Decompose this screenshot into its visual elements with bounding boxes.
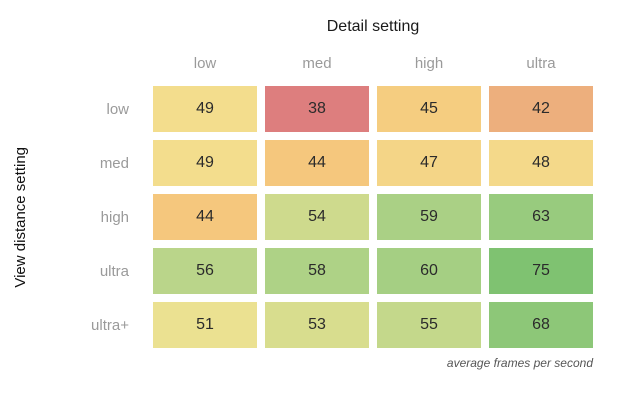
heatmap-grid: low med high ultra low 49 38 45 42 med 49 44 47 48 hig… <box>40 48 593 348</box>
heatmap-cell: 47 <box>377 140 481 186</box>
corner-spacer <box>40 48 145 78</box>
column-header: ultra <box>526 55 556 72</box>
heatmap-cell: 48 <box>489 140 593 186</box>
row-label: med <box>99 154 129 172</box>
heatmap-cell: 60 <box>377 248 481 294</box>
heatmap-cell: 75 <box>489 248 593 294</box>
heatmap-cell: 51 <box>153 302 257 348</box>
heatmap-cell: 63 <box>489 194 593 240</box>
heatmap-cell: 49 <box>153 86 257 132</box>
heatmap-cell: 55 <box>377 302 481 348</box>
column-header: low <box>193 55 217 72</box>
chart-title: Detail setting <box>326 18 420 35</box>
heatmap-cell: 58 <box>265 248 369 294</box>
chart-body: View distance setting low med high ultra low… <box>0 48 640 348</box>
heatmap-cell: 49 <box>153 140 257 186</box>
heatmap-cell: 53 <box>265 302 369 348</box>
column-header: high <box>414 55 444 72</box>
y-axis-label-box: View distance setting <box>0 48 40 348</box>
row-label: high <box>100 208 129 226</box>
heatmap-cell: 45 <box>377 86 481 132</box>
heatmap-cell: 56 <box>153 248 257 294</box>
column-header: med <box>302 55 332 72</box>
row-label: ultra+ <box>91 316 129 334</box>
heatmap-cell: 38 <box>265 86 369 132</box>
heatmap-cell: 44 <box>265 140 369 186</box>
heatmap-cell: 54 <box>265 194 369 240</box>
heatmap-cell: 68 <box>489 302 593 348</box>
heatmap-cell: 42 <box>489 86 593 132</box>
y-axis-label: View distance setting <box>11 146 29 288</box>
heatmap-cell: 44 <box>153 194 257 240</box>
row-label: low <box>106 100 129 118</box>
heatmap-cell: 59 <box>377 194 481 240</box>
row-label: ultra <box>99 262 129 280</box>
footer-note: average frames per second <box>446 356 593 370</box>
